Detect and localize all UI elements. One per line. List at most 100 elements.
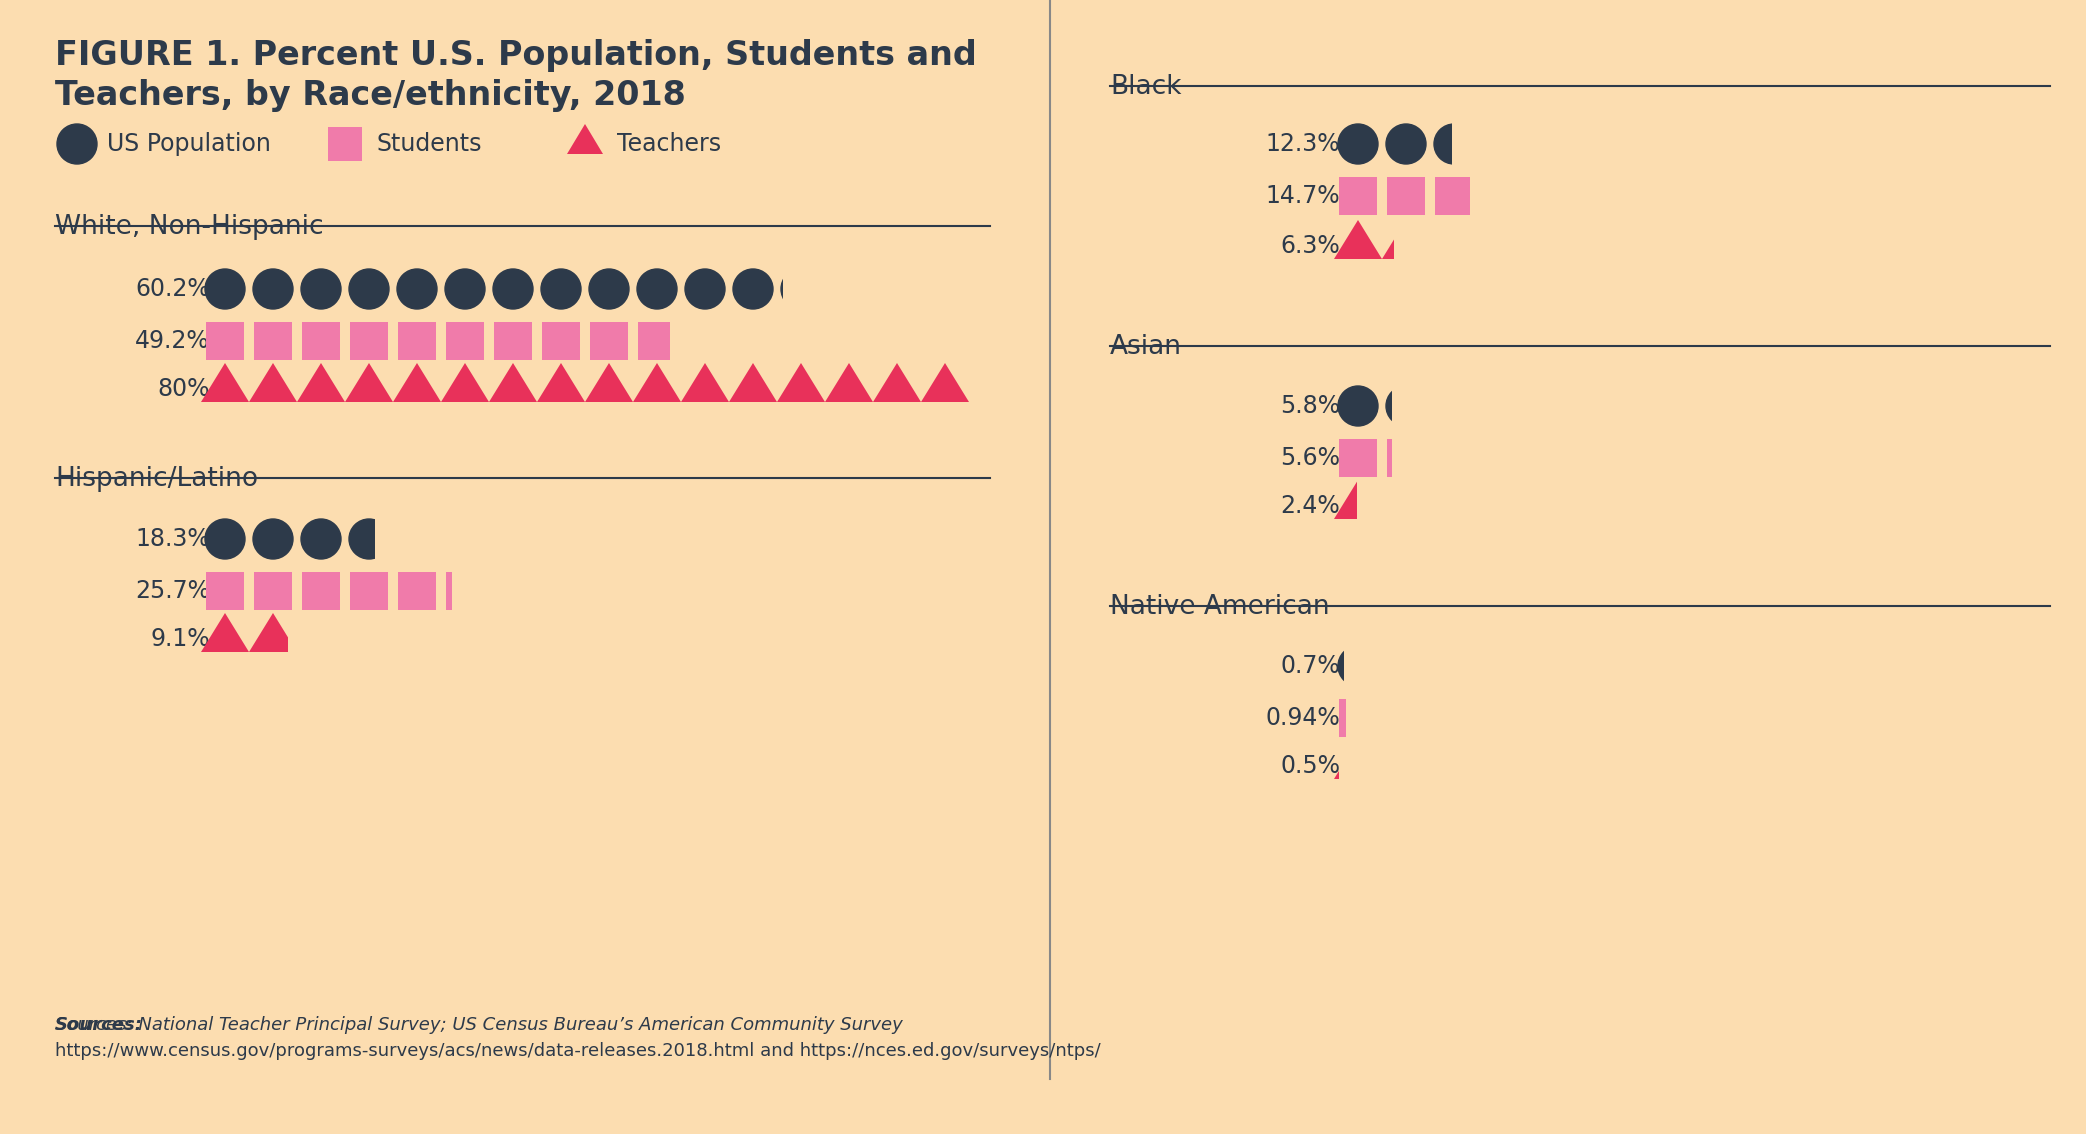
- Circle shape: [204, 269, 244, 308]
- Bar: [302, 322, 340, 359]
- Text: 60.2%: 60.2%: [136, 277, 211, 301]
- Bar: [446, 573, 484, 610]
- Circle shape: [1385, 386, 1427, 426]
- Bar: [375, 517, 417, 561]
- Polygon shape: [248, 363, 296, 401]
- Circle shape: [1433, 124, 1475, 164]
- Polygon shape: [536, 363, 584, 401]
- Polygon shape: [344, 363, 392, 401]
- Circle shape: [1337, 646, 1379, 686]
- Polygon shape: [440, 363, 488, 401]
- Polygon shape: [488, 363, 536, 401]
- Circle shape: [204, 519, 244, 559]
- Bar: [1387, 177, 1425, 214]
- Bar: [254, 322, 292, 359]
- Bar: [254, 573, 292, 610]
- Circle shape: [396, 269, 436, 308]
- Bar: [670, 321, 709, 362]
- Circle shape: [252, 519, 292, 559]
- Text: 14.7%: 14.7%: [1266, 184, 1339, 208]
- Circle shape: [348, 519, 388, 559]
- Text: https://www.census.gov/programs-surveys/acs/news/data-releases.2018.html and htt: https://www.census.gov/programs-surveys/…: [54, 1042, 1101, 1060]
- Polygon shape: [922, 363, 970, 401]
- Text: 0.94%: 0.94%: [1266, 706, 1339, 730]
- Polygon shape: [776, 363, 824, 401]
- Bar: [1391, 438, 1431, 479]
- Bar: [207, 322, 244, 359]
- Polygon shape: [296, 363, 344, 401]
- Bar: [398, 322, 436, 359]
- Text: Asian: Asian: [1110, 335, 1183, 359]
- Polygon shape: [1335, 220, 1383, 259]
- Bar: [1435, 177, 1473, 214]
- Circle shape: [636, 269, 678, 308]
- Bar: [302, 573, 340, 610]
- Bar: [350, 322, 388, 359]
- Text: 5.6%: 5.6%: [1281, 446, 1339, 469]
- Bar: [446, 322, 484, 359]
- Bar: [350, 573, 388, 610]
- Bar: [288, 610, 338, 654]
- Circle shape: [300, 519, 340, 559]
- Text: Native American: Native American: [1110, 594, 1329, 620]
- Polygon shape: [1335, 741, 1383, 779]
- Polygon shape: [824, 363, 874, 401]
- Bar: [1387, 439, 1425, 476]
- Text: FIGURE 1. Percent U.S. Population, Students and: FIGURE 1. Percent U.S. Population, Stude…: [54, 39, 976, 71]
- Bar: [207, 573, 244, 610]
- Text: 0.5%: 0.5%: [1281, 754, 1339, 778]
- Polygon shape: [200, 613, 248, 652]
- Bar: [1393, 217, 1444, 261]
- Bar: [451, 570, 490, 611]
- Polygon shape: [392, 363, 440, 401]
- Bar: [638, 322, 676, 359]
- Text: 0.7%: 0.7%: [1281, 654, 1339, 678]
- Circle shape: [780, 269, 822, 308]
- Polygon shape: [680, 363, 728, 401]
- Circle shape: [732, 269, 774, 308]
- Circle shape: [1337, 124, 1379, 164]
- Bar: [1339, 737, 1389, 781]
- Polygon shape: [567, 124, 603, 154]
- Text: 9.1%: 9.1%: [150, 627, 211, 651]
- Text: Hispanic/Latino: Hispanic/Latino: [54, 466, 259, 492]
- Text: Black: Black: [1110, 74, 1181, 100]
- Text: 6.3%: 6.3%: [1281, 234, 1339, 259]
- Text: 12.3%: 12.3%: [1266, 132, 1339, 156]
- Text: Sources: National Teacher Principal Survey; US Census Bureau’s American Communit: Sources: National Teacher Principal Surv…: [54, 1016, 903, 1034]
- Text: 80%: 80%: [159, 376, 211, 401]
- Bar: [542, 322, 580, 359]
- Polygon shape: [632, 363, 680, 401]
- Circle shape: [300, 269, 340, 308]
- Text: Sources:: Sources:: [54, 1016, 144, 1034]
- Circle shape: [252, 269, 292, 308]
- Polygon shape: [584, 363, 632, 401]
- Circle shape: [348, 269, 388, 308]
- Text: Teachers, by Race/ethnicity, 2018: Teachers, by Race/ethnicity, 2018: [54, 79, 686, 112]
- Bar: [398, 573, 436, 610]
- Circle shape: [56, 124, 98, 164]
- Text: 25.7%: 25.7%: [136, 579, 211, 603]
- Polygon shape: [874, 363, 922, 401]
- Bar: [1471, 176, 1510, 217]
- Bar: [782, 266, 824, 311]
- Text: 5.8%: 5.8%: [1281, 393, 1339, 418]
- Bar: [1358, 476, 1408, 521]
- Circle shape: [540, 269, 582, 308]
- Bar: [1339, 700, 1377, 737]
- Circle shape: [444, 269, 486, 308]
- Bar: [1339, 177, 1377, 214]
- Text: 49.2%: 49.2%: [136, 329, 211, 353]
- Bar: [1391, 384, 1435, 428]
- Text: US Population: US Population: [106, 132, 271, 156]
- Text: Teachers: Teachers: [617, 132, 722, 156]
- Circle shape: [588, 269, 630, 308]
- Text: White, Non-Hispanic: White, Non-Hispanic: [54, 214, 323, 240]
- Bar: [1452, 122, 1494, 166]
- Polygon shape: [728, 363, 776, 401]
- Bar: [328, 127, 363, 161]
- Bar: [1343, 644, 1385, 688]
- Polygon shape: [248, 613, 296, 652]
- Circle shape: [1337, 386, 1379, 426]
- Text: Students: Students: [375, 132, 482, 156]
